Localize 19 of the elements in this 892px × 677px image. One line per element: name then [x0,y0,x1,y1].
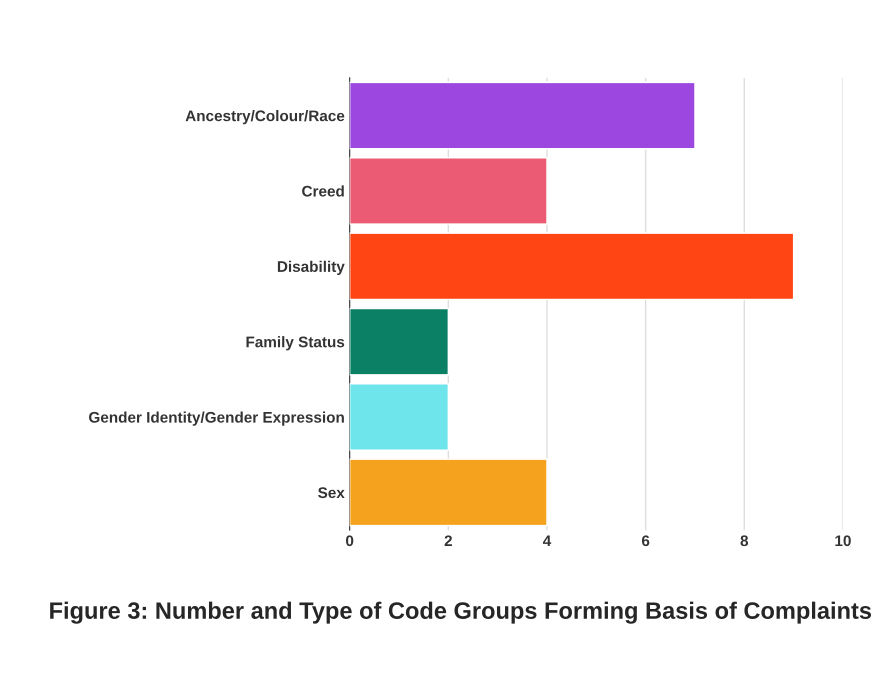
x-tick-label: 8 [740,535,748,546]
x-tick-label: 10 [835,535,851,546]
x-tick-label: 4 [542,536,552,546]
y-tick-label: Disability [278,260,345,275]
y-tick-label: Ancestry/Colour/Race [186,110,344,124]
x-tick-label: 6 [642,535,650,546]
x-tick-label: 2 [444,535,452,546]
bar [350,157,548,225]
y-tick-label: Creed [302,185,344,197]
x-tick-label: 0 [346,535,354,546]
bar [350,458,548,526]
bar [350,308,450,376]
bar [350,383,450,451]
bar [350,232,794,300]
bar [350,82,696,150]
text: Figure 3: Number and Type of Code Groups Forming Basis of Complaints [50,602,872,624]
y-tick-label: Family Status [246,336,344,350]
y-tick-label: Gender Identity/Gender Expression [89,411,344,426]
y-tick-label: Sex [318,487,345,498]
